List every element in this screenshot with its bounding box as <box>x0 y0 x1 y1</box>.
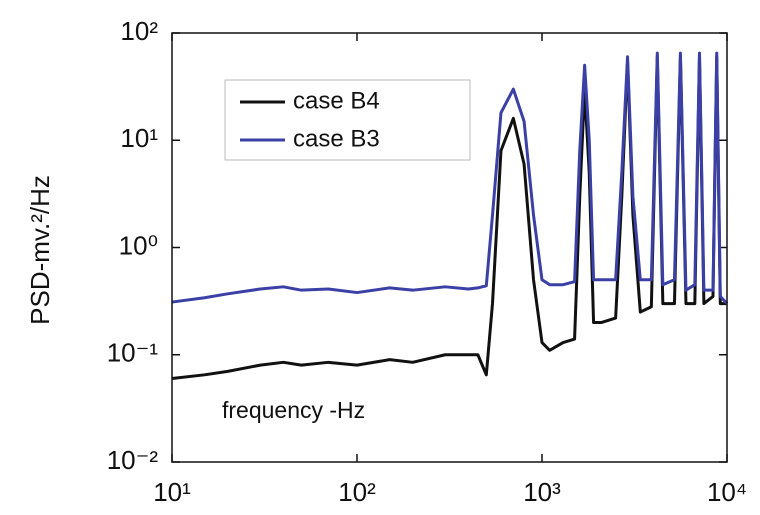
y-tick-label: 10⁻² <box>107 445 159 475</box>
y-tick-label: 10² <box>120 16 158 46</box>
legend-box <box>224 79 471 161</box>
x-tick-label: 10² <box>338 477 376 507</box>
y-axis-label: PSD-mv.²/Hz <box>25 175 55 325</box>
annotation: frequency -Hz <box>222 397 365 423</box>
x-tick-label: 10¹ <box>153 477 191 507</box>
y-tick-label: 10⁻¹ <box>107 338 159 368</box>
x-tick-label: 10⁴ <box>707 477 747 507</box>
x-tick-label: 10³ <box>523 477 561 507</box>
plot-frame <box>171 32 728 463</box>
series-line <box>171 51 729 305</box>
legend-label: case B3 <box>293 125 380 152</box>
y-tick-label: 10¹ <box>120 123 158 153</box>
y-tick-label: 10⁰ <box>119 230 158 260</box>
legend-label: case B4 <box>293 87 380 114</box>
